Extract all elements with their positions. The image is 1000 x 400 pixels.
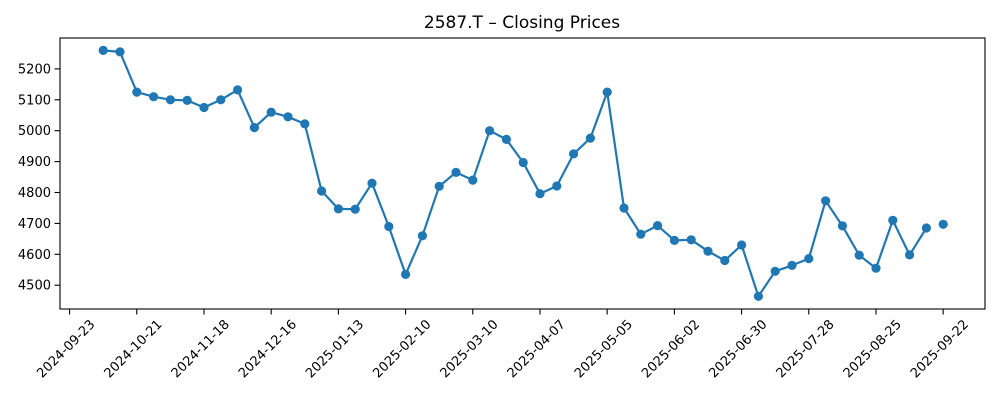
data-point-marker	[686, 235, 696, 245]
data-point-marker	[333, 204, 343, 214]
y-tick-label: 4800	[18, 186, 51, 201]
data-point-marker	[703, 246, 713, 256]
x-tick-label: 2025-08-25	[841, 317, 905, 381]
chart-title: 2587.T – Closing Prices	[424, 13, 620, 33]
y-tick-label: 5000	[18, 124, 51, 139]
data-point-marker	[569, 149, 579, 159]
data-point-marker	[283, 112, 293, 122]
data-point-marker	[753, 291, 764, 301]
data-point-marker	[888, 215, 898, 225]
data-point-marker	[417, 231, 427, 241]
y-axis: 4500 4600 4700 4800 4900 5000 5100 5200	[18, 62, 60, 294]
data-point-marker	[350, 204, 360, 214]
data-point-marker	[182, 95, 192, 105]
data-point-marker	[317, 186, 327, 196]
data-point-marker	[300, 119, 310, 129]
data-point-marker	[602, 87, 612, 97]
data-point-marker	[216, 95, 226, 105]
data-point-marker	[871, 263, 881, 273]
y-tick-label: 5200	[18, 62, 51, 77]
x-tick-label: 2025-07-28	[774, 317, 838, 381]
x-tick-label: 2024-11-18	[169, 317, 233, 381]
data-point-marker	[115, 47, 125, 57]
y-tick-label: 4500	[18, 279, 51, 294]
data-point-marker	[535, 189, 545, 199]
x-tick-label: 2025-04-07	[505, 317, 569, 381]
data-point-marker	[132, 87, 142, 97]
data-point-marker	[720, 255, 730, 266]
x-tick-label: 2025-09-22	[908, 317, 972, 381]
data-point-marker	[451, 167, 461, 177]
data-point-marker	[737, 240, 747, 250]
data-point-marker	[401, 269, 411, 279]
y-tick-label: 4900	[18, 155, 51, 170]
y-tick-label: 4600	[18, 248, 51, 263]
data-point-marker	[921, 223, 932, 233]
data-point-marker	[384, 221, 394, 232]
x-tick-label: 2025-01-13	[303, 317, 367, 381]
data-point-marker	[199, 102, 209, 113]
plot-area-border	[59, 37, 986, 310]
x-tick-label: 2025-02-10	[370, 317, 434, 381]
data-point-marker	[468, 175, 478, 185]
data-point-marker	[165, 95, 175, 105]
data-point-marker	[434, 181, 444, 191]
data-point-marker	[518, 157, 528, 168]
x-tick-label: 2025-03-10	[438, 317, 502, 381]
data-point-marker	[501, 134, 511, 144]
x-tick-label: 2024-09-23	[34, 317, 98, 381]
data-point-marker	[98, 45, 108, 56]
data-point-marker	[938, 219, 948, 229]
data-point-marker	[854, 250, 864, 260]
data-point-marker	[770, 266, 780, 276]
data-point-marker	[905, 250, 915, 260]
x-tick-label: 2024-10-21	[102, 317, 166, 381]
data-point-marker	[821, 196, 831, 206]
x-tick-label: 2025-05-05	[572, 317, 636, 381]
data-point-marker	[619, 203, 629, 213]
price-line	[102, 49, 928, 298]
y-tick-label: 4700	[18, 217, 51, 232]
data-point-marker	[787, 260, 797, 270]
data-point-marker	[367, 178, 377, 188]
data-point-marker	[653, 221, 663, 231]
x-tick-label: 2025-06-02	[639, 317, 703, 381]
data-point-marker	[249, 123, 259, 133]
data-point-marker	[837, 221, 848, 231]
price-series	[98, 45, 948, 301]
x-axis: 2024-09-23 2024-10-21 2024-11-18 2024-12-16…	[34, 309, 972, 381]
data-point-marker	[669, 235, 680, 245]
data-point-marker	[636, 229, 646, 239]
data-point-marker	[149, 92, 159, 102]
x-tick-label: 2024-12-16	[236, 317, 300, 381]
data-point-marker	[233, 85, 243, 95]
data-point-marker	[485, 126, 495, 136]
y-tick-label: 5100	[18, 93, 51, 108]
data-point-marker	[552, 181, 562, 191]
data-point-marker	[804, 254, 814, 264]
data-point-marker	[266, 107, 276, 117]
data-point-marker	[585, 133, 596, 143]
x-tick-label: 2025-06-30	[706, 317, 770, 381]
